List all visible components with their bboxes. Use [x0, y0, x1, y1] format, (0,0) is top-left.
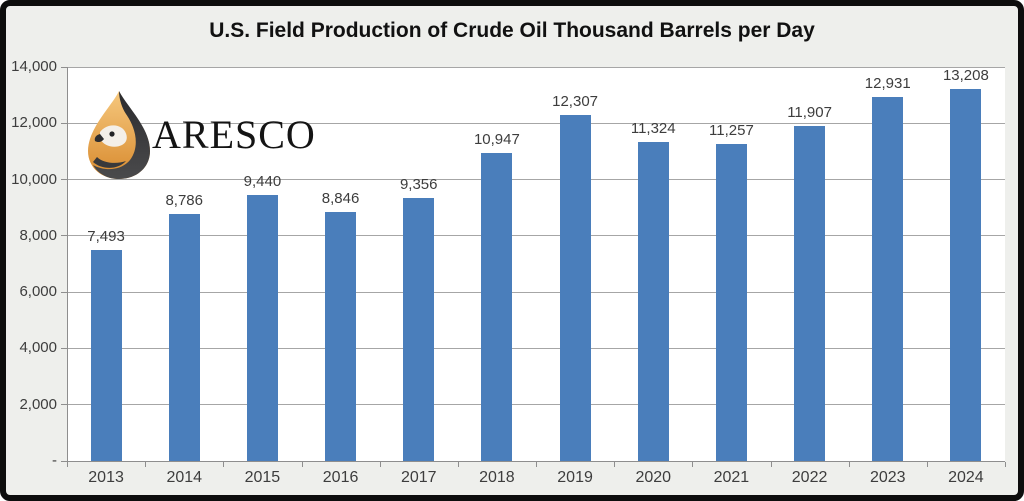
aresco-logo: ARESCO: [88, 90, 316, 180]
gridline: [67, 404, 1005, 406]
x-axis-label-2014: 2014: [166, 469, 203, 486]
x-axis-tick: [457, 462, 459, 467]
bar-2014[interactable]: [168, 214, 200, 461]
chart-title: U.S. Field Production of Crude Oil Thous…: [209, 19, 815, 42]
bar-value-label: 7,493: [87, 228, 125, 245]
x-axis-tick: [301, 462, 303, 467]
bar-value-label: 12,307: [552, 93, 599, 110]
x-axis-label-2022: 2022: [791, 469, 828, 486]
gridline: [67, 291, 1005, 293]
x-axis-label-2019: 2019: [557, 469, 593, 486]
x-axis-tick: [848, 462, 850, 467]
bar-value-label: 9,440: [243, 173, 282, 190]
bar-2019[interactable]: [559, 115, 591, 461]
aresco-logo-text: ARESCO: [152, 112, 316, 157]
bar-value-label: 12,931: [864, 75, 911, 92]
bar-value-label: 11,324: [630, 120, 676, 137]
y-axis-label: 4,000: [19, 339, 57, 357]
gridline: [67, 347, 1005, 349]
bar-value-label: 8,786: [165, 192, 203, 209]
y-axis-label: 14,000: [11, 58, 57, 75]
oil-drop-eagle-icon: [88, 91, 150, 179]
x-axis-label-2015: 2015: [244, 469, 281, 486]
bar-value-label: 11,257: [709, 122, 754, 139]
bar-2017[interactable]: [403, 198, 435, 461]
x-axis-tick: [145, 462, 147, 467]
y-axis-label: 10,000: [11, 170, 57, 188]
bar-value-label: 9,356: [399, 176, 438, 193]
x-axis-line: [61, 461, 1005, 462]
y-axis-tick: [61, 460, 67, 462]
y-axis-tick: [61, 404, 67, 406]
bar-value-label: 11,907: [787, 104, 832, 121]
y-axis-tick: [61, 179, 67, 181]
x-axis-tick: [770, 462, 772, 467]
y-axis-tick: [61, 122, 67, 124]
bar-2016[interactable]: [325, 212, 357, 461]
y-axis-label: 12,000: [11, 114, 57, 132]
y-axis-tick: [61, 66, 67, 68]
bar-2015[interactable]: [246, 195, 278, 461]
bar-2020[interactable]: [637, 142, 669, 461]
gridline: [67, 122, 1005, 124]
x-axis-tick: [1005, 462, 1006, 467]
bar-value-label: 8,846: [321, 190, 360, 207]
x-axis-tick: [614, 462, 616, 467]
x-axis-tick: [67, 462, 68, 467]
gridline: [67, 235, 1005, 237]
y-axis-label: 6,000: [19, 283, 57, 301]
bar-value-label: 10,947: [473, 131, 520, 148]
y-axis-label: -: [52, 452, 57, 469]
bar-2018[interactable]: [481, 153, 513, 461]
x-axis-tick: [692, 462, 694, 467]
bar-2013[interactable]: [90, 250, 122, 461]
x-axis-label-2016: 2016: [322, 469, 359, 486]
bar-2021[interactable]: [715, 144, 747, 461]
y-axis-label: 2,000: [19, 395, 57, 413]
gridline: [67, 66, 1005, 68]
x-axis-label-2021: 2021: [713, 469, 750, 486]
y-axis-tick: [61, 291, 67, 293]
plot-area: [67, 67, 1005, 461]
gridline: [67, 179, 1005, 181]
x-axis-label-2024: 2024: [948, 469, 984, 486]
y-axis-tick: [61, 235, 67, 237]
bar-2022[interactable]: [794, 126, 826, 461]
x-axis-tick: [379, 462, 381, 467]
x-axis-tick: [536, 462, 537, 467]
bar-value-label: 13,208: [942, 67, 989, 84]
y-axis-tick: [61, 347, 67, 349]
x-axis-label-2018: 2018: [479, 469, 515, 486]
y-axis-line: [67, 67, 68, 461]
bar-2023[interactable]: [872, 97, 904, 461]
x-axis-label-2020: 2020: [635, 469, 672, 486]
x-axis-label-2013: 2013: [88, 469, 124, 486]
bar-2024[interactable]: [950, 89, 982, 461]
x-axis-tick: [926, 462, 928, 467]
x-axis-label-2023: 2023: [869, 469, 906, 486]
x-axis-label-2017: 2017: [400, 469, 437, 486]
x-axis-tick: [223, 462, 225, 467]
y-axis-label: 8,000: [19, 226, 57, 244]
